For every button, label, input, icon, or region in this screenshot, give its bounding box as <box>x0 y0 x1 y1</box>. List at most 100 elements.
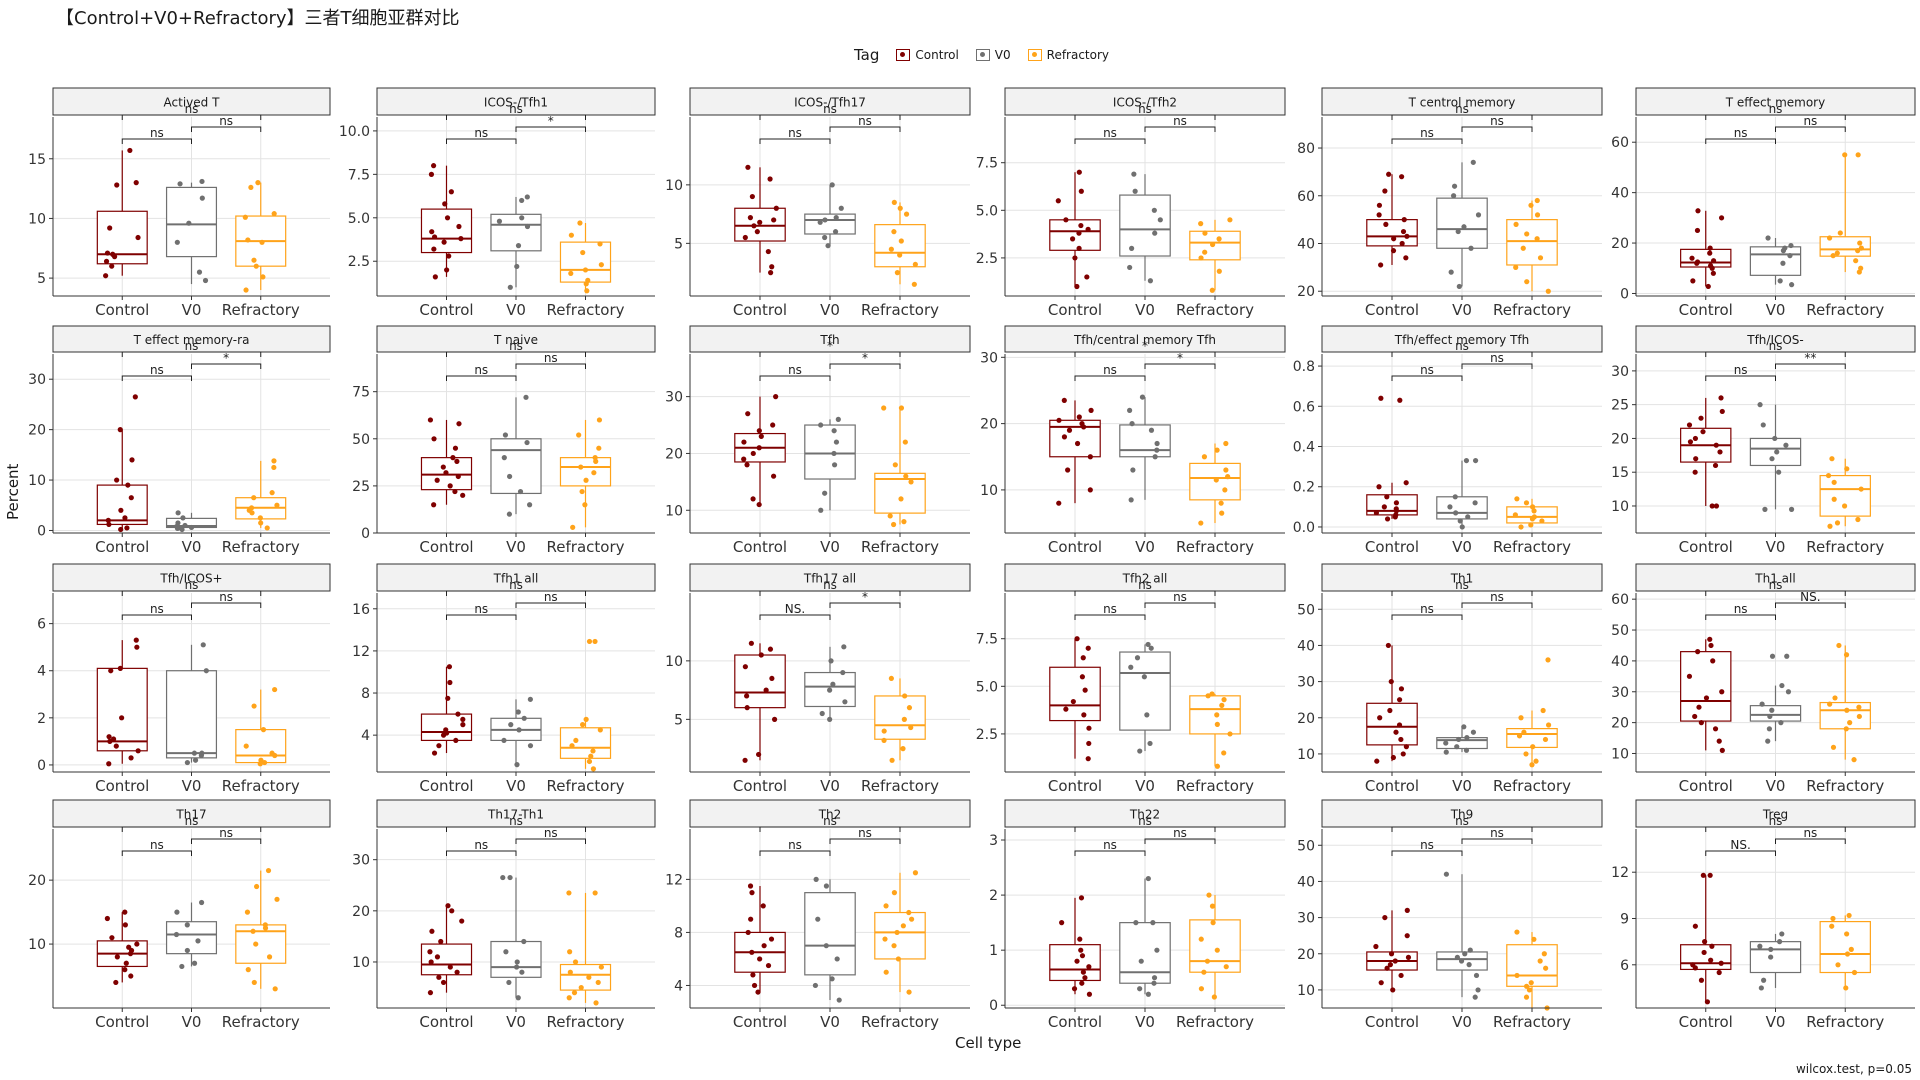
x-tick-label-tfh1-all-v0: V0 <box>506 777 526 795</box>
point-icos-tfh17-control-1 <box>769 264 775 270</box>
point-t-naive-control-6 <box>443 470 449 476</box>
point-th22-refractory-4 <box>1204 958 1211 964</box>
point-t-centrol-memory-v0-4 <box>1461 224 1467 230</box>
point-treg-v0-6 <box>1779 931 1785 937</box>
x-tick-label-th2-v0: V0 <box>820 1013 840 1031</box>
point-tfh-icos-control-8 <box>1692 435 1699 442</box>
point-tfh17-all-control-0 <box>742 757 748 763</box>
point-actived-t-refractory-6 <box>242 214 248 220</box>
point-th1-refractory-1 <box>1533 758 1539 764</box>
point-th1-all-control-9 <box>1710 658 1716 664</box>
sig-bracket-th17-th1-2 <box>446 826 586 832</box>
point-th22-v0-5 <box>1154 947 1160 953</box>
point-th2-refractory-10 <box>891 890 898 896</box>
x-tick-label-tfh-central-memory-tfh-v0: V0 <box>1135 538 1155 556</box>
point-th22-refractory-2 <box>1201 969 1207 975</box>
y-tick-label-tfh-icos-2: 4 <box>37 664 46 680</box>
point-t-effect-memory-refractory-9 <box>1837 230 1843 236</box>
point-tfh2-all-v0-1 <box>1147 740 1153 747</box>
point-th1-all-control-0 <box>1719 747 1725 753</box>
point-actived-t-v0-2 <box>174 239 180 245</box>
point-t-effect-memory-v0-7 <box>1765 235 1771 241</box>
box-t-centrol-memory-refractory <box>1506 219 1558 266</box>
point-t-centrol-memory-v0-5 <box>1475 212 1482 218</box>
point-t-centrol-memory-v0-3 <box>1455 228 1461 235</box>
point-icos-tfh1-control-5 <box>458 236 464 242</box>
point-treg-v0-1 <box>1761 977 1767 983</box>
point-th9-v0-6 <box>1462 951 1468 957</box>
point-tfh1-all-control-11 <box>446 664 453 670</box>
legend-label-v0: V0 <box>994 48 1011 62</box>
point-tfh17-all-refractory-8 <box>888 675 894 682</box>
x-tick-label-th17-th1-v0: V0 <box>506 1013 526 1031</box>
point-icos-tfh17-control-11 <box>767 176 773 182</box>
panel-strip-tfh2-all <box>1004 563 1286 592</box>
point-tfh-control-1 <box>750 496 756 502</box>
point-treg-control-7 <box>1701 949 1707 956</box>
point-t-centrol-memory-v0-1 <box>1448 269 1454 275</box>
point-th1-all-control-6 <box>1703 695 1710 701</box>
box-th1-all-control <box>1680 651 1732 722</box>
point-tfh2-all-refractory-1 <box>1221 750 1227 756</box>
point-th17-control-3 <box>123 960 129 966</box>
point-tfh1-all-refractory-0 <box>590 766 597 772</box>
box-icos-tfh17-refractory <box>874 224 926 268</box>
x-tick-label-tfh-effect-memory-tfh-v0: V0 <box>1452 538 1472 556</box>
point-t-naive-control-1 <box>460 492 466 498</box>
box-th17-th1-v0 <box>490 940 542 978</box>
sig-label-tfh-2: * <box>827 339 833 353</box>
point-treg-control-4 <box>1690 962 1696 968</box>
point-tfh-icos-control-11 <box>133 637 139 643</box>
point-t-naive-control-4 <box>434 477 440 483</box>
point-tfh-icos-control-6 <box>1713 442 1719 448</box>
point-th17-th1-v0-1 <box>506 979 512 986</box>
point-th22-v0-6 <box>1150 920 1156 926</box>
sig-bracket-t-effect-memory-1 <box>1775 126 1846 132</box>
point-t-naive-control-13 <box>427 417 434 423</box>
x-tick-label-icos-tfh2-v0: V0 <box>1135 301 1155 319</box>
point-tfh2-all-refractory-6 <box>1221 697 1227 703</box>
sig-label-th9-0: ns <box>1420 838 1434 852</box>
sig-bracket-t-centrol-memory-2 <box>1391 114 1533 120</box>
point-th9-refractory-8 <box>1541 951 1547 957</box>
point-actived-t-control-1 <box>109 263 115 269</box>
point-icos-tfh2-v0-6 <box>1132 188 1138 194</box>
box-t-effect-memory-control <box>1680 248 1732 268</box>
point-th1-all-refractory-2 <box>1843 726 1849 732</box>
point-t-centrol-memory-control-6 <box>1400 228 1407 235</box>
point-tfh-effect-memory-tfh-control-9 <box>1376 484 1382 490</box>
sig-bracket-actived-t-2 <box>121 114 262 120</box>
point-th17-refractory-11 <box>265 867 272 874</box>
point-t-effect-memory-control-9 <box>1707 250 1713 256</box>
point-tfh-central-memory-tfh-v0-6 <box>1129 421 1135 427</box>
point-th17-th1-refractory-8 <box>572 959 579 965</box>
y-tick-label-tfh1-all-2: 12 <box>352 644 370 660</box>
point-t-centrol-memory-v0-7 <box>1451 183 1458 189</box>
point-icos-tfh17-refractory-7 <box>903 211 910 217</box>
point-th17-th1-control-0 <box>427 990 434 996</box>
sig-bracket-th22-0 <box>1074 850 1146 856</box>
panel-strip-th22 <box>1004 799 1286 828</box>
box-tfh-icos-control <box>96 667 148 752</box>
point-th2-v0-6 <box>823 883 830 889</box>
point-t-effect-memory-refractory-8 <box>1826 235 1833 241</box>
point-tfh1-all-refractory-6 <box>597 727 603 733</box>
x-tick-label-th1-v0: V0 <box>1452 777 1472 795</box>
point-th22-v0-3 <box>1151 975 1158 981</box>
sig-label-tfh17-all-2: ns <box>823 578 837 592</box>
x-tick-label-icos-tfh1-control: Control <box>419 301 473 319</box>
point-tfh-icos-v0-0 <box>1762 506 1768 512</box>
point-t-centrol-memory-refractory-4 <box>1520 245 1526 251</box>
point-th22-refractory-8 <box>1209 903 1216 909</box>
sig-bracket-tfh-icos-2 <box>121 590 262 596</box>
point-th9-control-8 <box>1373 943 1379 950</box>
point-tfh-refractory-1 <box>901 519 907 525</box>
point-tfh1-all-control-2 <box>453 737 459 744</box>
point-actived-t-refractory-1 <box>260 274 266 280</box>
sig-label-tfh-icos-0: ns <box>1734 363 1748 377</box>
x-tick-label-t-effect-memory-control: Control <box>1679 301 1733 319</box>
point-tfh-icos-control-13 <box>1718 395 1724 401</box>
point-t-effect-memory-v0-1 <box>1777 278 1783 284</box>
point-t-naive-control-0 <box>431 502 437 508</box>
point-t-effect-memory-ra-refractory-2 <box>257 515 263 521</box>
